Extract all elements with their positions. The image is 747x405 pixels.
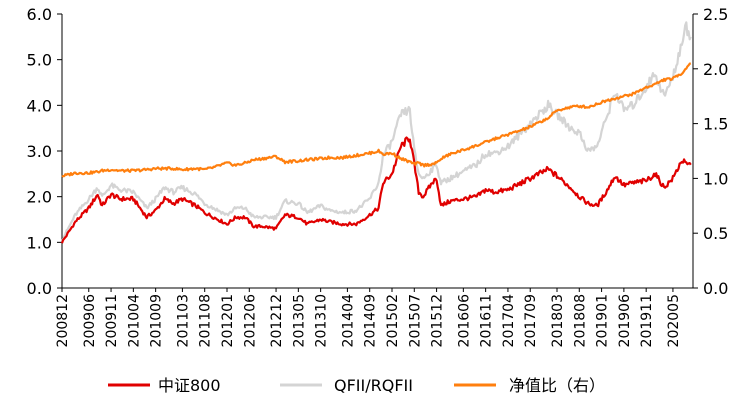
y-left-tick-label: 1.0 bbox=[27, 233, 52, 252]
legend: 中证800 QFII/RQFII 净值比（右） bbox=[108, 376, 605, 395]
x-tick-label: 201901 bbox=[595, 294, 611, 347]
x-tick-label: 201606 bbox=[456, 294, 472, 348]
x-tick-label: 201911 bbox=[639, 294, 655, 347]
y-left-tick-label: 6.0 bbox=[27, 5, 52, 24]
y-left-tick-label: 3.0 bbox=[27, 142, 52, 161]
axes: 0.0 1.0 2.0 3.0 4.0 5.0 6.0 0.0 0.5 1.0 1.5 2.0 2.5 2… bbox=[27, 5, 729, 347]
y-right-tick-label: 0.0 bbox=[703, 279, 728, 298]
x-tick-label: 200812 bbox=[55, 294, 71, 347]
y-right-tick-label: 2.0 bbox=[703, 60, 728, 79]
series-line-2 bbox=[61, 62, 692, 178]
series-layer bbox=[60, 21, 692, 244]
x-tick-label: 201004 bbox=[126, 294, 142, 348]
x-tick-label: 201206 bbox=[242, 294, 258, 348]
y-right-tick-label: 0.5 bbox=[703, 224, 728, 243]
y-right-tick-label: 2.5 bbox=[703, 5, 728, 24]
y-right-tick-label: 1.0 bbox=[703, 169, 728, 188]
x-tick-label: 201709 bbox=[523, 294, 539, 347]
x-tick-label: 201507 bbox=[407, 294, 423, 347]
x-tick-label: 201310 bbox=[314, 294, 330, 347]
y-left-tick-label: 0.0 bbox=[27, 279, 52, 298]
x-tick-label: 201502 bbox=[385, 294, 401, 347]
x-tick-label: 201704 bbox=[501, 294, 517, 348]
x-tick-label: 201201 bbox=[220, 294, 236, 347]
x-tick-label: 201009 bbox=[149, 294, 165, 347]
x-tick-label: 201404 bbox=[340, 294, 356, 348]
x-tick-label: 202005 bbox=[666, 294, 682, 347]
x-tick-label: 201906 bbox=[617, 294, 633, 348]
legend-label-1: QFII/RQFII bbox=[334, 376, 413, 395]
series-line-1 bbox=[61, 21, 692, 242]
x-tick-label: 201305 bbox=[291, 294, 307, 347]
x-tick-label: 201611 bbox=[479, 294, 495, 347]
y-left-tick-label: 5.0 bbox=[27, 51, 52, 70]
x-tick-label: 201212 bbox=[269, 294, 285, 347]
legend-label-0: 中证800 bbox=[158, 376, 221, 395]
y-left-tick-label: 4.0 bbox=[27, 96, 52, 115]
x-tick-label: 201512 bbox=[430, 294, 446, 347]
y-right-tick-label: 1.5 bbox=[703, 115, 728, 134]
y-left-tick-label: 2.0 bbox=[27, 188, 52, 207]
x-tick-label: 201409 bbox=[363, 294, 379, 347]
x-tick-label: 201108 bbox=[198, 294, 214, 347]
x-tick-label: 201103 bbox=[175, 294, 191, 347]
x-tick-label: 201803 bbox=[550, 294, 566, 347]
x-tick-label: 200906 bbox=[82, 294, 98, 348]
x-tick-label: 200911 bbox=[104, 294, 120, 347]
x-tick-label: 201808 bbox=[572, 294, 588, 347]
series-line-0 bbox=[60, 136, 692, 244]
legend-label-2: 净值比（右） bbox=[509, 376, 605, 395]
